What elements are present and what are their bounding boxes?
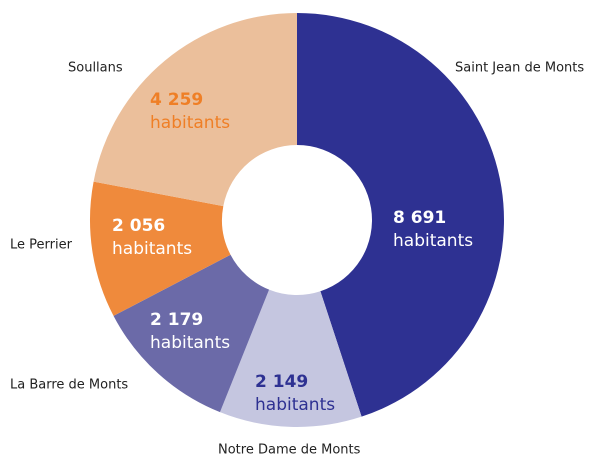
category-label: Notre Dame de Monts [218, 443, 361, 458]
category-label: Le Perrier [10, 238, 73, 253]
value-label: 4 259 [150, 90, 203, 110]
donut-slice [113, 254, 270, 413]
category-label: Saint Jean de Monts [455, 61, 584, 76]
value-label: 2 056 [112, 216, 165, 236]
value-unit: habitants [393, 231, 473, 251]
value-unit: habitants [112, 239, 192, 259]
donut-slice [219, 289, 362, 427]
donut-slice [89, 181, 231, 316]
value-unit: habitants [150, 333, 230, 353]
value-unit: habitants [255, 395, 335, 415]
donut-slice [297, 13, 504, 417]
donut-slice [93, 13, 297, 207]
category-label: La Barre de Monts [10, 378, 128, 393]
value-label: 8 691 [393, 208, 446, 228]
value-unit: habitants [150, 113, 230, 133]
value-label: 2 149 [255, 372, 308, 392]
category-label: Soullans [68, 61, 123, 76]
value-label: 2 179 [150, 310, 203, 330]
